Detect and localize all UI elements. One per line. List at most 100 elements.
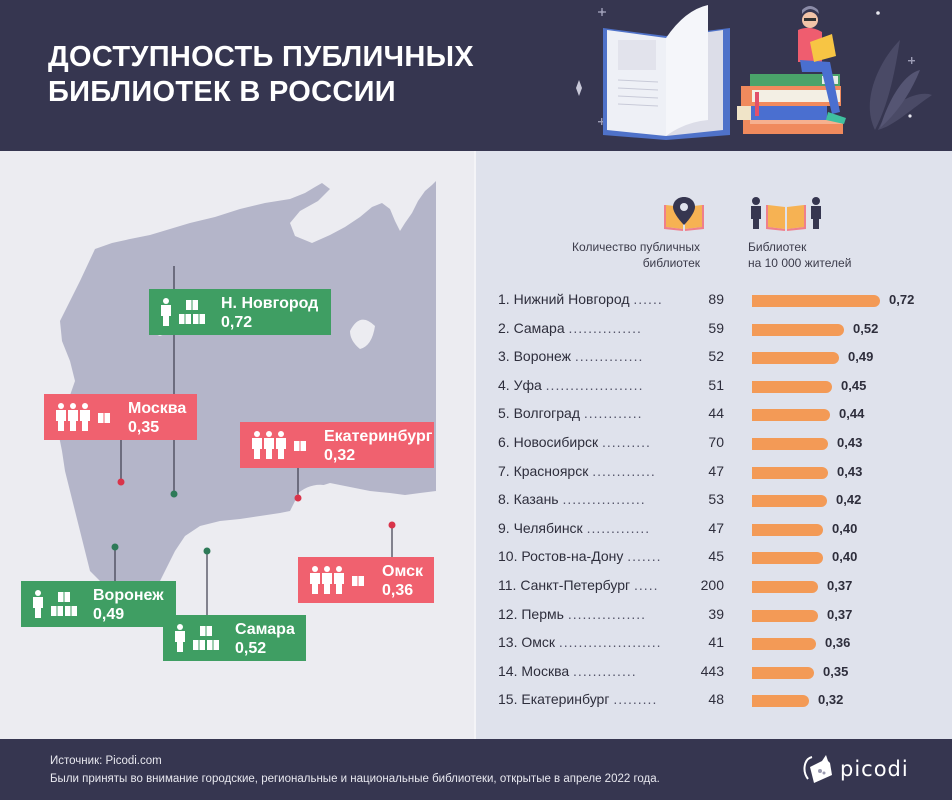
person-icon <box>33 590 43 618</box>
row-leader-dots: .................... <box>545 376 644 393</box>
marker-moscow <box>117 478 125 486</box>
book-icon <box>193 640 205 650</box>
row-bar-value: 0,32 <box>818 692 844 708</box>
row-rank: 10. <box>498 548 518 565</box>
row-leader-dots: ............. <box>592 462 656 479</box>
marker-nnovgorod <box>170 490 178 498</box>
legend-col1-line2: библиотек <box>642 256 700 270</box>
row-rank: 12. <box>498 605 518 622</box>
row-city: 3. Воронеж .............. <box>498 348 698 364</box>
row-rank: 4. <box>498 376 510 393</box>
row-library-count: 47 <box>708 462 724 479</box>
footer: Источник: Picodi.com Были приняты во вни… <box>0 739 952 800</box>
row-bar <box>752 552 823 565</box>
row-bar <box>752 295 880 307</box>
row-bar <box>752 581 818 593</box>
row-bar <box>752 609 818 622</box>
picodi-logo[interactable]: picodi <box>800 753 909 785</box>
row-library-count: 53 <box>708 491 724 508</box>
map-pin-book-icon <box>664 197 704 231</box>
person-icon <box>334 566 344 594</box>
row-city-name: Екатеринбург <box>521 691 610 708</box>
row-rank: 7. <box>498 462 510 479</box>
book-icon <box>207 640 219 650</box>
ranking-row: 3. Воронеж .............. 52 0,49 <box>498 346 918 370</box>
person-icon <box>322 566 332 594</box>
row-city: 4. Уфа .................... <box>498 377 698 393</box>
row-city: 9. Челябинск ............. <box>498 520 698 536</box>
callout-moscow: Москва 0,35 <box>44 394 197 440</box>
row-bar <box>752 523 823 536</box>
ranking-row: 1. Нижний Новгород ...... 89 0,72 <box>498 289 918 313</box>
title-line-2: БИБЛИОТЕК В РОССИИ <box>48 76 396 108</box>
row-library-count: 89 <box>708 291 724 307</box>
legend-col1-line1: Количество публичных <box>572 240 700 254</box>
row-city-name: Санкт-Петербург <box>520 577 631 593</box>
row-rank: 9. <box>498 519 510 536</box>
book-icon <box>58 592 70 602</box>
row-rank: 6. <box>498 434 510 450</box>
row-leader-dots: ...... <box>633 291 663 307</box>
row-rank: 3. <box>498 348 510 365</box>
ranking-row: 9. Челябинск ............. 47 0,40 <box>498 518 918 542</box>
row-bar-value: 0,37 <box>827 606 853 622</box>
callout-city: Москва <box>128 400 187 417</box>
ranking-row: 6. Новосибирск .......... 70 0,43 <box>498 432 918 456</box>
legend-col2-line2: на 10 000 жителей <box>748 256 852 270</box>
marker-samara <box>203 547 211 555</box>
row-city: 8. Казань ................. <box>498 491 698 507</box>
row-bar <box>752 380 832 393</box>
row-city-name: Ростов-на-Дону <box>521 548 624 565</box>
person-icon <box>252 431 262 459</box>
callout-omsk: Омск 0,36 <box>298 557 434 603</box>
row-city: 13. Омск ..................... <box>498 634 698 650</box>
row-library-count: 48 <box>708 691 724 708</box>
row-city: 12. Пермь ................ <box>498 606 698 622</box>
row-leader-dots: ................. <box>562 491 646 508</box>
row-bar-value: 0,52 <box>853 320 879 336</box>
row-leader-dots: ............. <box>573 662 637 679</box>
picodi-logo-icon <box>803 755 832 783</box>
row-city: 6. Новосибирск .......... <box>498 434 698 450</box>
panel-divider <box>474 151 477 739</box>
row-rank: 5. <box>498 405 510 422</box>
row-rank: 2. <box>498 319 510 336</box>
book-icon <box>98 413 110 423</box>
row-library-count: 41 <box>708 634 724 651</box>
row-city-name: Омск <box>521 634 555 651</box>
ranking-row: 14. Москва ............. 443 0,35 <box>498 661 918 685</box>
callout-nnovgorod: Н. Новгород 0,72 <box>149 289 331 335</box>
row-city-name: Пермь <box>521 605 564 622</box>
callout-city: Екатеринбург <box>324 428 433 445</box>
book-icon <box>179 314 191 324</box>
person-icon <box>80 403 90 431</box>
row-library-count: 443 <box>700 662 724 679</box>
callout-city: Воронеж <box>93 587 164 604</box>
row-bar-value: 0,40 <box>832 520 858 536</box>
marker-omsk <box>388 521 396 529</box>
book-icon <box>51 606 63 616</box>
row-rank: 14. <box>498 662 518 679</box>
three-people-one-book-icon <box>56 403 110 431</box>
row-bar-value: 0,35 <box>823 663 849 679</box>
one-person-three-books-icon <box>175 624 219 652</box>
row-bar <box>752 323 844 336</box>
row-leader-dots: ............. <box>586 519 651 536</box>
row-library-count: 70 <box>708 434 724 450</box>
ranking-row: 4. Уфа .................... 51 0,45 <box>498 375 918 399</box>
row-leader-dots: ..................... <box>558 634 662 651</box>
row-leader-dots: ................ <box>567 605 647 622</box>
row-city-name: Волгоград <box>513 405 580 422</box>
row-bar-value: 0,43 <box>837 435 863 450</box>
row-bar <box>752 466 828 479</box>
row-leader-dots: ............ <box>583 405 643 422</box>
row-bar-value: 0,72 <box>889 292 915 307</box>
book-icon <box>200 626 212 636</box>
person-icon <box>175 624 185 652</box>
book-icon <box>186 300 198 310</box>
row-rank: 8. <box>498 491 510 508</box>
row-leader-dots: ......... <box>613 691 658 708</box>
ranking-row: 10. Ростов-на-Дону ....... 45 0,40 <box>498 546 918 570</box>
row-bar <box>752 495 827 508</box>
row-rank: 11. <box>498 577 517 593</box>
